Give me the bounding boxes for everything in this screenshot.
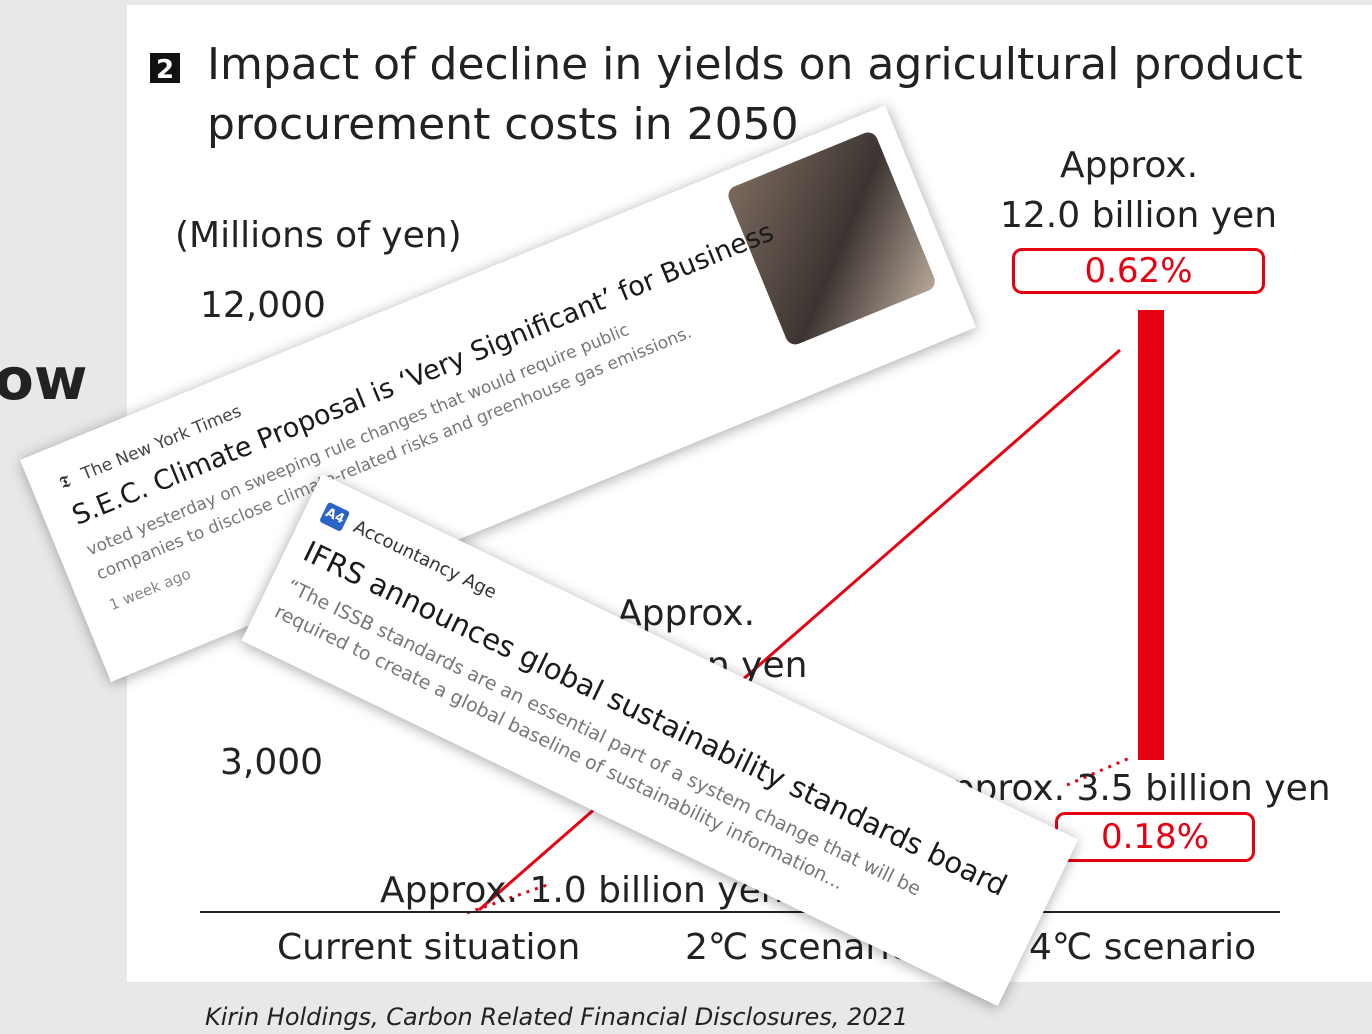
caption: Kirin Holdings, Carbon Related Financial… — [205, 1003, 909, 1031]
bar — [1138, 310, 1164, 760]
figure-graphics: 2 — [150, 53, 1280, 915]
news-icon: 𝕿 — [56, 471, 74, 494]
unit: (Millions of yen) — [175, 215, 462, 256]
percent-box: 0.62% — [1012, 248, 1265, 294]
annotation: Approx. 1.0 billion yen — [380, 870, 784, 911]
category: 4℃ scenario — [1029, 927, 1257, 968]
trend-line — [478, 348, 1121, 912]
number-badge — [150, 53, 180, 83]
annotation: Approx. — [1060, 145, 1199, 186]
category: Current situation — [277, 927, 581, 968]
annotation: 12.0 billion yen — [1000, 195, 1278, 236]
number-badge-text: 2 — [156, 55, 174, 85]
title: Impact of decline in yields on agricultu… — [207, 39, 1303, 90]
title: procurement costs in 2050 — [207, 99, 799, 150]
news-icon: A4 — [319, 501, 351, 532]
partial-heading: ow — [0, 345, 88, 413]
axis-label: 3,000 — [220, 742, 324, 783]
dotted-line — [1066, 755, 1133, 787]
percent-box: 0.18% — [1055, 812, 1255, 862]
axis-label: 12,000 — [200, 285, 326, 326]
